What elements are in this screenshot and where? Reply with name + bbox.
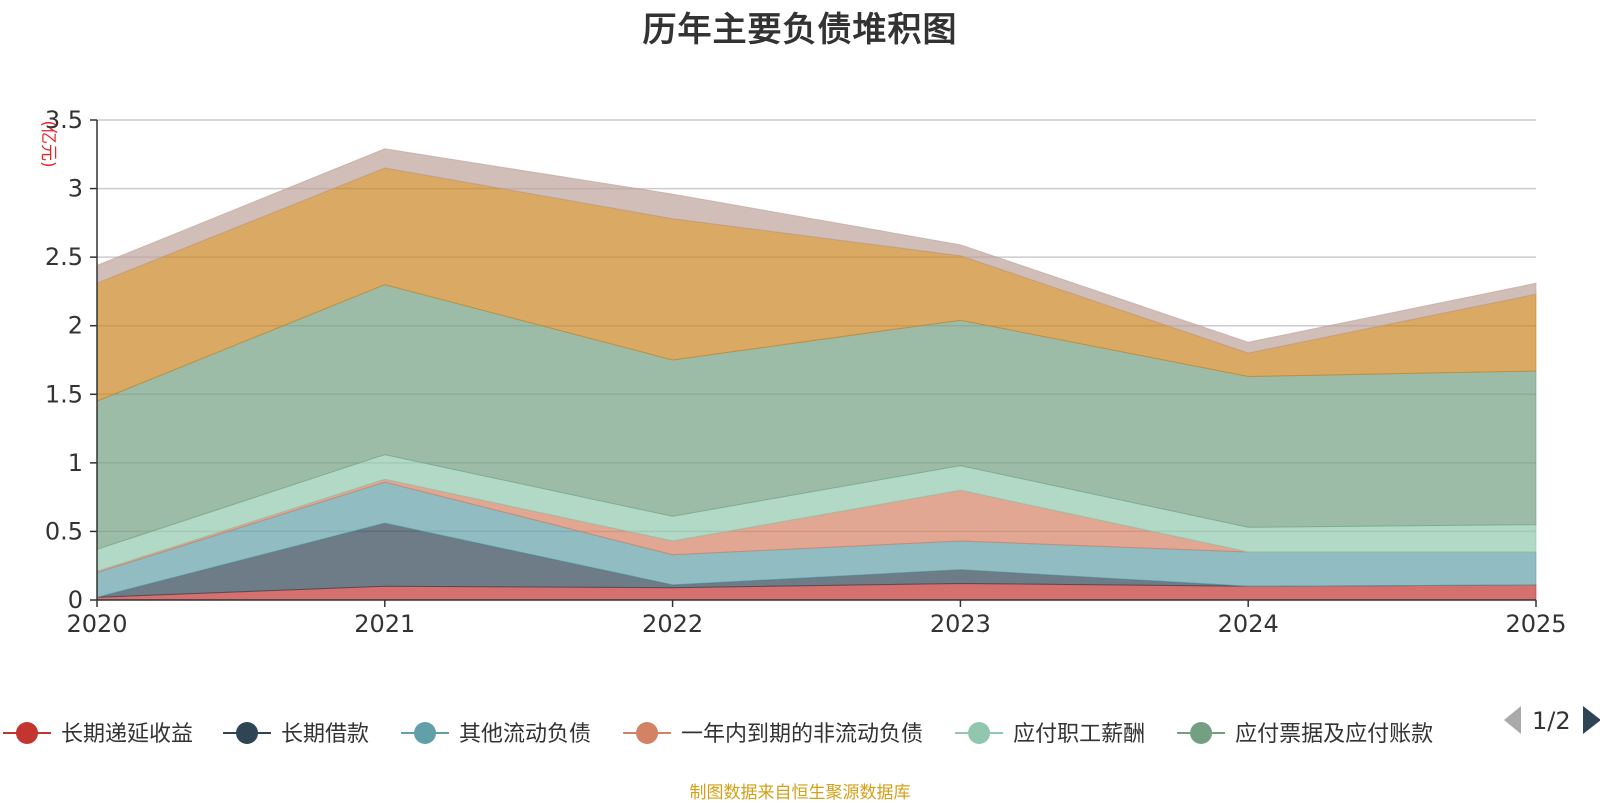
axes	[96, 120, 1536, 601]
y-tick-label: 2	[68, 312, 83, 340]
y-axis-ticks: 0 0.5 1 1.5 2 2.5 3 3.5	[45, 106, 97, 614]
legend-pager: 1/2	[1504, 706, 1600, 735]
legend-marker-icon	[1190, 722, 1213, 744]
y-tick-label: 3	[68, 175, 83, 203]
y-axis-unit-label: (亿元)	[38, 120, 58, 167]
y-tick-label: 2.5	[45, 243, 83, 271]
x-tick-label: 2022	[642, 610, 703, 638]
legend: 长期递延收益 长期借款 其他流动负债 一年内到期的非流动负债 应付职工薪酬 应付票据及应付…	[3, 722, 1433, 747]
legend-label: 一年内到期的非流动负债	[681, 722, 923, 747]
x-tick-label: 2023	[930, 610, 991, 638]
y-tick-label: 1.5	[45, 380, 83, 408]
legend-label: 长期递延收益	[61, 722, 193, 747]
triangle-left-icon[interactable]	[1504, 706, 1521, 734]
legend-label: 应付票据及应付账款	[1235, 722, 1433, 747]
y-tick-label: 0	[68, 586, 83, 614]
legend-item[interactable]: 一年内到期的非流动负债	[623, 722, 923, 747]
legend-item[interactable]: 长期借款	[223, 722, 369, 747]
legend-label: 其他流动负债	[459, 722, 591, 747]
legend-marker-icon	[636, 722, 659, 744]
source-note: 制图数据来自恒生聚源数据库	[689, 783, 911, 803]
legend-marker-icon	[968, 722, 991, 744]
legend-item[interactable]: 应付职工薪酬	[955, 722, 1145, 747]
legend-marker-icon	[414, 722, 437, 744]
legend-item[interactable]: 其他流动负债	[401, 722, 591, 747]
legend-marker-icon	[236, 722, 259, 744]
x-tick-label: 2024	[1218, 610, 1279, 638]
x-tick-label: 2025	[1505, 610, 1566, 638]
y-tick-label: 3.5	[45, 106, 83, 134]
triangle-right-icon[interactable]	[1583, 706, 1600, 734]
x-axis-ticks: 2020 2021 2022 2023 2024 2025	[66, 600, 1567, 638]
legend-page-indicator: 1/2	[1532, 707, 1571, 735]
x-tick-label: 2021	[354, 610, 415, 638]
chart-title: 历年主要负债堆积图	[642, 10, 958, 50]
y-tick-label: 0.5	[45, 517, 83, 545]
legend-item[interactable]: 应付票据及应付账款	[1177, 722, 1433, 747]
x-tick-label: 2020	[66, 610, 127, 638]
area-series	[96, 148, 1537, 601]
legend-marker-icon	[16, 722, 38, 744]
legend-label: 长期借款	[281, 722, 369, 747]
area-series-其他应付款[interactable]	[96, 148, 1537, 354]
y-tick-label: 1	[68, 449, 83, 477]
legend-label: 应付职工薪酬	[1013, 722, 1145, 747]
legend-item[interactable]: 长期递延收益	[3, 722, 193, 747]
